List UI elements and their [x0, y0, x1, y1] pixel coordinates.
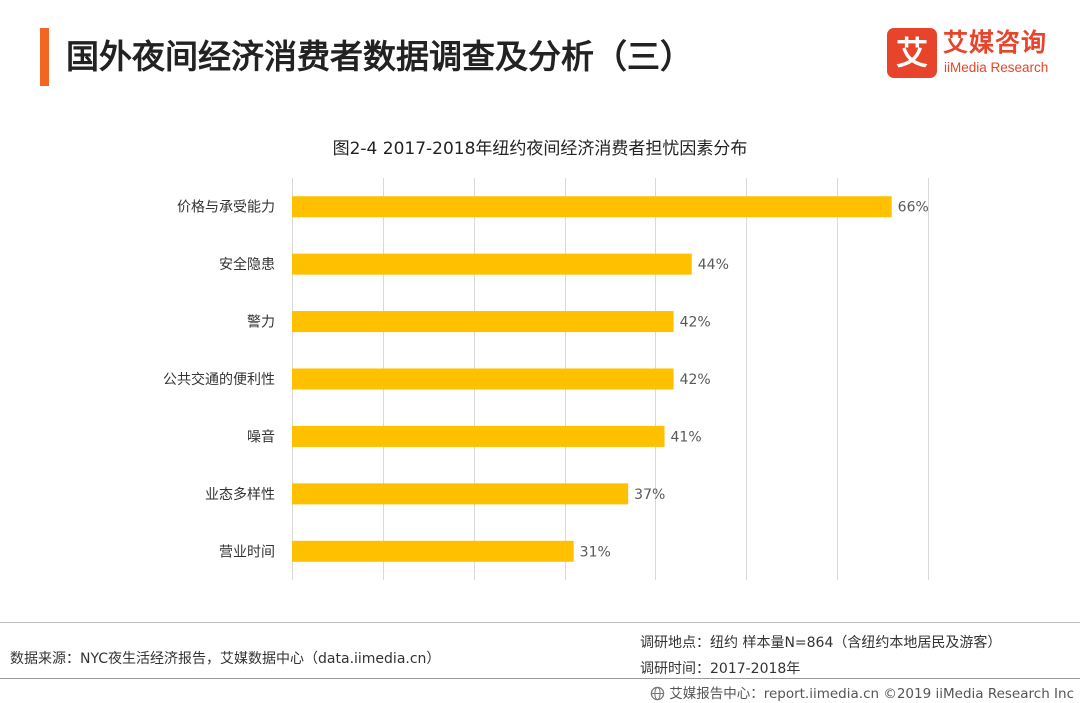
- category-label: 营业时间: [219, 544, 275, 560]
- bar-5: [292, 425, 665, 447]
- chart-title: 图2-4 2017-2018年纽约夜间经济消费者担忧因素分布: [332, 139, 748, 159]
- bar-4: [292, 368, 674, 390]
- title-accent-bar: [40, 28, 49, 86]
- category-label: 业态多样性: [205, 486, 275, 503]
- bar-7: [292, 540, 574, 562]
- footer-divider: [0, 678, 1080, 679]
- survey-time: 调研时间：2017-2018年: [640, 661, 801, 677]
- bar-3: [292, 311, 674, 333]
- page-title: 国外夜间经济消费者数据调查及分析（三）: [66, 37, 693, 76]
- survey-location: 调研地点：纽约 样本量N=864（含纽约本地居民及游客）: [640, 635, 1002, 651]
- logo-mark-icon: 艾: [887, 28, 937, 78]
- data-label: 66%: [898, 200, 929, 216]
- brand-logo: 艾 艾媒咨询 iiMedia Research: [887, 28, 1067, 84]
- data-label: 42%: [680, 315, 711, 331]
- data-label: 44%: [698, 257, 729, 273]
- globe-icon: [650, 686, 665, 701]
- logo-name: 艾媒咨询: [943, 28, 1048, 57]
- category-label: 公共交通的便利性: [163, 371, 275, 388]
- data-label: 41%: [671, 429, 702, 445]
- logo-subtitle: iiMedia Research: [944, 60, 1049, 75]
- data-source: 数据来源：NYC夜生活经济报告，艾媒数据中心（data.iimedia.cn）: [10, 651, 441, 667]
- category-label: 噪音: [247, 428, 275, 445]
- bar-2: [292, 253, 692, 275]
- bar-6: [292, 483, 629, 505]
- data-label: 31%: [580, 544, 611, 560]
- category-label: 安全隐患: [219, 256, 275, 273]
- bar-chart: 价格与承受能力 66% 安全隐患 44% 警力 42% 公共交通的便利性 42% 噪音 41% 业态…: [163, 178, 929, 580]
- category-label: 价格与承受能力: [177, 200, 275, 216]
- category-label: 警力: [247, 315, 275, 331]
- data-label: 37%: [634, 487, 665, 503]
- footer-divider-right: [0, 622, 1080, 623]
- report-center-credit: 艾媒报告中心：report.iimedia.cn ©2019 iiMedia R…: [669, 686, 1074, 702]
- bottom-credit-bar: 艾媒报告中心：report.iimedia.cn ©2019 iiMedia R…: [0, 680, 1080, 703]
- data-label: 42%: [680, 372, 711, 388]
- bar-1: [292, 196, 892, 218]
